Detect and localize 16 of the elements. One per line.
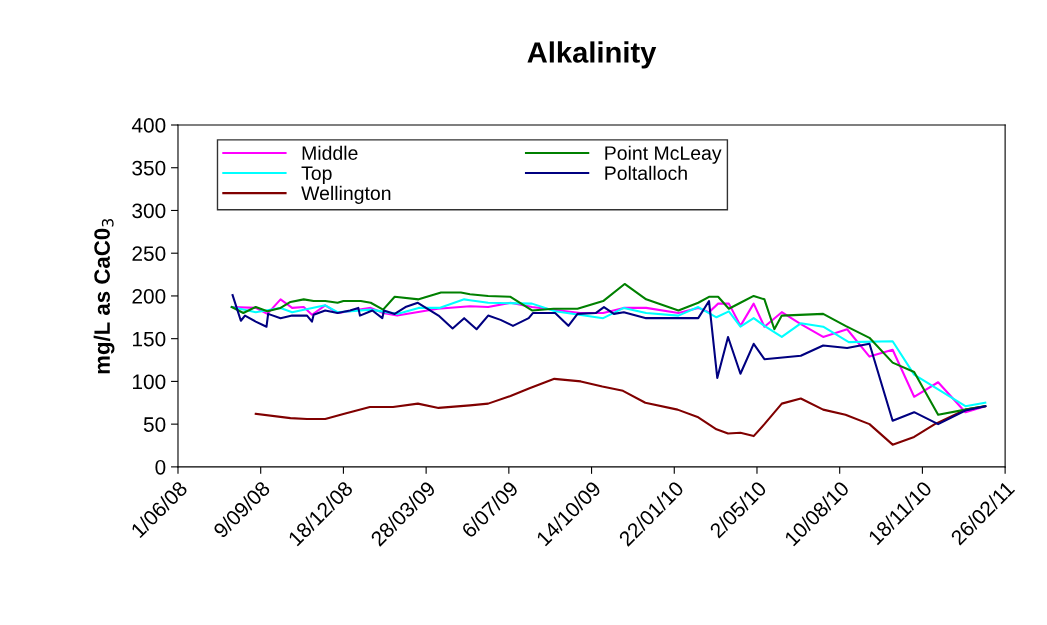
legend-label: Top bbox=[301, 166, 332, 184]
legend-label: Point McLeay bbox=[605, 145, 722, 164]
chart-title: Alkalinity bbox=[527, 41, 657, 69]
y-axis-title: mg/L as CaC0$_{3}$ bbox=[93, 219, 115, 374]
y-tick-label: 300 bbox=[132, 203, 166, 219]
y-tick-label: 150 bbox=[133, 331, 166, 347]
y-tick-label: 200 bbox=[132, 288, 166, 304]
legend-label: Wellington bbox=[301, 185, 391, 204]
legend-label: Poltalloch bbox=[605, 165, 687, 181]
y-tick-label: 0 bbox=[155, 459, 166, 475]
y-tick-label: 100 bbox=[133, 374, 166, 390]
y-tick-label: 50 bbox=[143, 417, 166, 432]
y-tick-label: 250 bbox=[132, 246, 166, 261]
legend-label: Middle bbox=[302, 145, 358, 160]
y-tick-label: 350 bbox=[132, 160, 166, 176]
y-tick-label: 400 bbox=[131, 118, 166, 133]
